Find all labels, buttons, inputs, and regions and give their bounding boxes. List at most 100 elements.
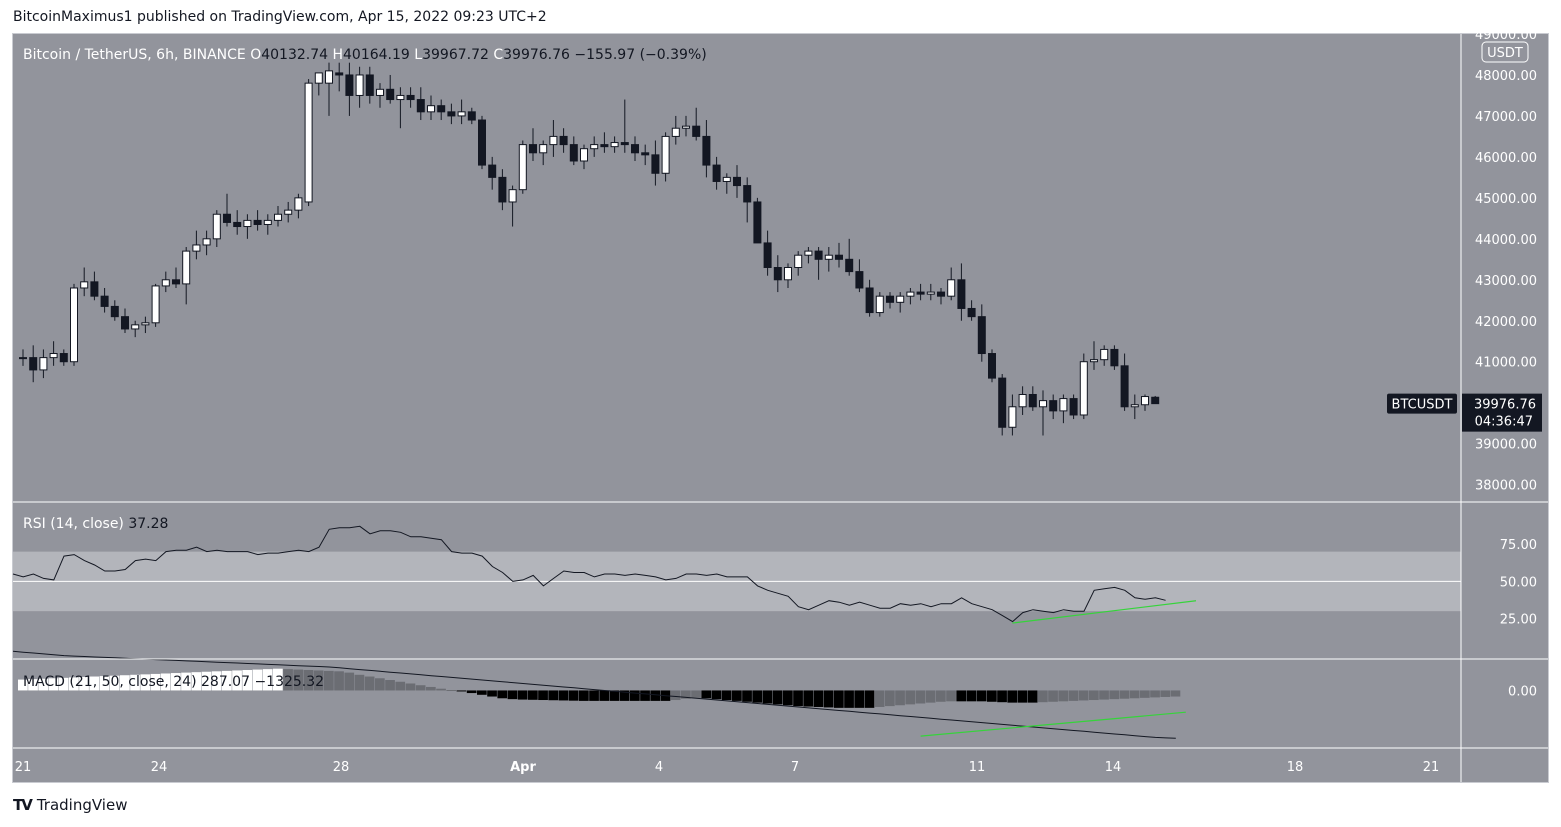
macd-histogram-bar [354,674,365,691]
macd-histogram-bar [58,677,69,691]
footer-brand: TradingView [36,796,128,814]
candle-body [131,324,140,330]
candle-body [712,164,721,182]
candle-body [671,127,680,137]
candle-body [661,135,670,174]
candle-body [559,135,568,146]
rsi-pane[interactable] [12,525,1461,624]
macd-histogram-bar [446,690,457,692]
legend-part: 39976.76 [503,47,574,63]
macd-histogram-bar [313,670,324,691]
price-pane[interactable] [19,62,1160,436]
candle-body [926,291,935,295]
macd-histogram-bar [252,669,263,691]
candle-body [39,357,48,371]
candle-body [529,144,537,154]
candle-body [243,219,252,228]
macd-histogram-bar [334,671,344,691]
macd-histogram-bar [395,681,406,691]
legend-part: L [414,47,422,63]
macd-histogram-bar [1160,690,1171,697]
macd-histogram-bar [303,670,314,691]
candle-body [518,144,527,191]
candle-body [90,281,99,297]
price-tick-label: 44000.00 [1475,233,1537,248]
macd-title: MACD (21, 50, close, 24) [23,674,201,690]
macd-histogram-bar [242,670,253,691]
candle-body [835,254,843,260]
macd-histogram-bar [854,690,865,708]
macd-value: 287.07 [201,674,254,690]
macd-histogram-bar [48,678,59,691]
price-tick-label: 49000.00 [1475,28,1537,43]
candle-body [488,164,497,178]
macd-histogram-bar [803,690,814,707]
candle-body [1069,398,1078,416]
macd-legend: MACD (21, 50, close, 24) 287.07 −1325.32 [23,674,324,690]
time-axis[interactable]: 21 24 28 Apr 4 7 11 14 18 21 [15,760,1440,775]
rsi-value: 37.28 [128,516,168,532]
candle-body [263,219,272,225]
candle-body [794,254,803,268]
macd-histogram-bar [517,690,528,700]
macd-histogram-bar [864,690,875,708]
candle-body [212,213,221,240]
currency-box [1481,41,1529,63]
candle-body [396,94,405,101]
candle-body [1090,359,1098,363]
legend-part: C [493,47,503,63]
legend-part: −155.97 (−0.39%) [574,47,706,63]
candle-body [110,305,119,318]
candle-body [274,213,282,221]
macd-histogram-bar [630,690,640,701]
candle-body [1008,406,1017,428]
macd-histogram-bar [721,690,732,701]
price-tick-label: 39000.00 [1475,438,1537,453]
candle-body [651,154,660,174]
macd-histogram-bar [1027,690,1038,703]
candle-body [457,111,466,117]
time-tick-label: 21 [1423,760,1440,775]
candle-body [896,295,905,303]
time-tick-label: Apr [510,760,536,775]
candle-body [223,213,231,223]
time-tick-label: 7 [791,760,799,775]
rsi-title: RSI (14, close) [23,516,128,532]
candle-body [569,144,578,162]
candle-body [722,176,731,182]
macd-histogram-bar [140,674,151,691]
legend-part: 39967.72 [422,47,493,63]
candle-body [784,267,792,281]
candle-body [447,111,456,117]
macd-tick-label: 0.00 [1508,684,1537,699]
macd-histogram-bar [589,690,599,701]
chart-frame [12,33,1549,783]
candle-body [620,142,629,146]
macd-histogram-bar [997,690,1007,703]
macd-histogram-bar [599,690,610,701]
macd-histogram-bar [181,672,191,691]
macd-histogram-bar [160,673,171,691]
macd-histogram-bar [191,672,202,691]
macd-histogram-bar [1017,690,1028,703]
candle-body [284,209,293,215]
candle-body [753,201,762,244]
macd-histogram-bar [130,674,140,691]
candle-body [916,291,925,295]
macd-histogram-bar [1150,690,1160,698]
macd-histogram-bar [1109,690,1120,700]
macd-histogram-bar [507,690,518,700]
macd-histogram-bar [905,690,916,705]
price-axis[interactable]: 38000.0039000.0040000.0041000.0042000.00… [13,28,1548,782]
candle-body [202,238,211,246]
macd-histogram-bar [1078,690,1089,701]
candle-body [253,219,262,225]
candle-body [467,111,476,121]
macd-histogram-bar [1007,690,1018,703]
candle-body [1028,393,1037,408]
time-tick-label: 4 [655,760,663,775]
macd-histogram-bar [426,686,436,691]
macd-pane[interactable] [12,650,1186,739]
macd-histogram-bar [28,679,38,691]
